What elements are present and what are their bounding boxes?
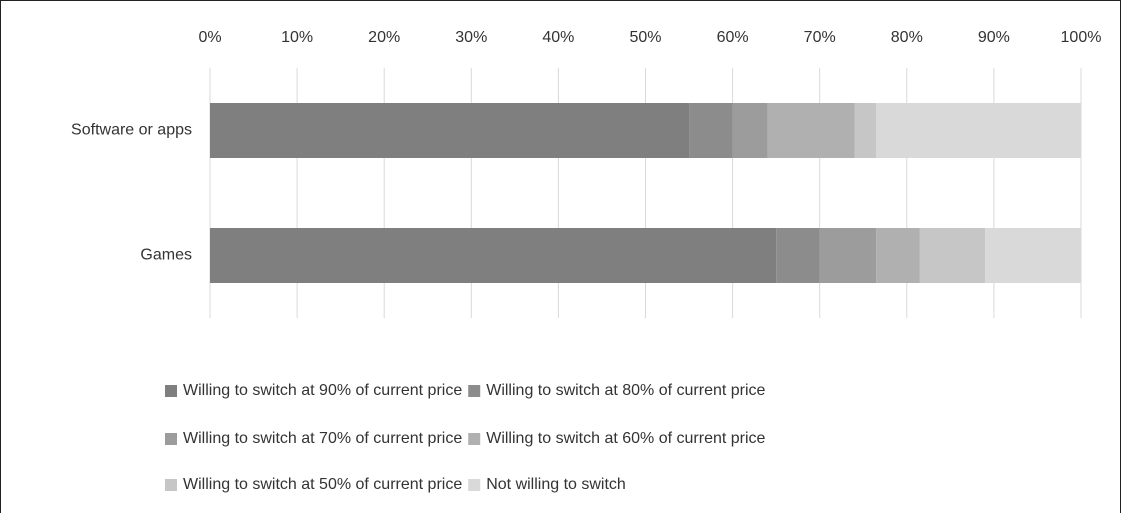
legend-label: Willing to switch at 80% of current pric… [486,382,765,399]
legend-swatch [468,385,481,397]
x-tick-label: 70% [804,29,836,46]
legend-swatch [468,479,481,491]
legend-label: Not willing to switch [486,476,626,493]
bar-segment [919,228,986,283]
x-tick-label: 0% [198,29,221,46]
legend-swatch [165,385,177,397]
x-tick-label: 50% [629,29,661,46]
bar-segment [819,228,877,283]
legend-label: Willing to switch at 60% of current pric… [486,430,765,447]
x-tick-label: 100% [1061,29,1102,46]
bar-segment [854,103,877,158]
x-tick-label: 80% [891,29,923,46]
x-tick-label: 60% [717,29,749,46]
bar-segment [210,228,777,283]
y-tick-label: Games [140,247,192,264]
legend-label: Willing to switch at 70% of current pric… [183,430,462,447]
bar-segment [985,228,1081,283]
x-tick-label: 10% [281,29,313,46]
legend-swatch [468,433,481,445]
bar-segment [732,103,768,158]
x-tick-label: 40% [542,29,574,46]
legend-swatch [165,479,177,491]
bar-segment [689,103,733,158]
bar-segment [776,228,820,283]
bar-segment [767,103,855,158]
bar-segment [876,228,920,283]
y-tick-label: Software or apps [71,122,192,139]
bar-segment [210,103,690,158]
bar-segment [876,103,1081,158]
legend-swatch [165,433,177,445]
x-tick-label: 90% [978,29,1010,46]
x-tick-label: 20% [368,29,400,46]
x-tick-label: 30% [455,29,487,46]
legend-label: Willing to switch at 50% of current pric… [183,476,462,493]
legend-label: Willing to switch at 90% of current pric… [183,382,462,399]
